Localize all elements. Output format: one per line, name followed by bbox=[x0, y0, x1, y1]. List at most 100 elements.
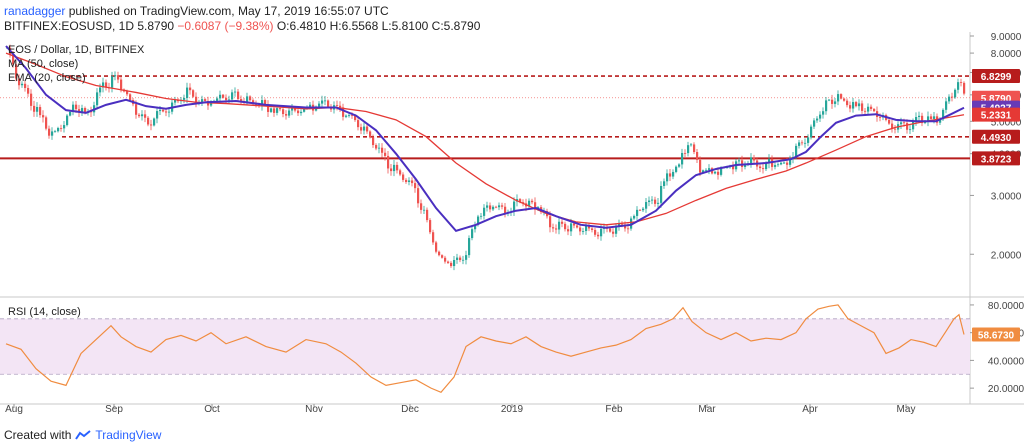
candle-body bbox=[783, 162, 786, 164]
price-tick-label: 8.0000 bbox=[991, 49, 1022, 60]
candle-body bbox=[630, 218, 633, 229]
candle-body bbox=[672, 171, 675, 177]
candle-body bbox=[423, 209, 426, 211]
candle-body bbox=[549, 216, 552, 228]
candle-body bbox=[234, 91, 237, 93]
candle-body bbox=[384, 152, 387, 156]
tradingview-logo-icon bbox=[75, 430, 92, 440]
level-badge-3.8723-bg bbox=[972, 151, 1020, 166]
candle-body bbox=[918, 115, 921, 118]
candle-body bbox=[60, 128, 63, 129]
tradingview-link[interactable]: TradingView bbox=[95, 428, 162, 442]
candle-body bbox=[114, 75, 117, 77]
candle-body bbox=[810, 126, 813, 138]
candle-body bbox=[528, 200, 531, 207]
candle-body bbox=[879, 117, 882, 118]
chart-title-legend: EOS / Dollar, 1D, BITFINEX bbox=[8, 44, 145, 56]
ma-line bbox=[5, 52, 965, 226]
candle-body bbox=[249, 96, 252, 101]
candle-body bbox=[471, 229, 474, 239]
time-tick-label: Oct bbox=[204, 404, 220, 415]
symbol: BITFINEX:EOSUSD, 1D bbox=[4, 19, 135, 33]
candle-body bbox=[12, 54, 15, 65]
candle-body bbox=[84, 108, 87, 113]
candle-body bbox=[246, 96, 249, 102]
candle-body bbox=[21, 83, 24, 86]
candle-body bbox=[669, 173, 672, 177]
publisher-link[interactable]: ranadagger bbox=[4, 4, 66, 18]
candle-body bbox=[828, 99, 831, 101]
candle-body bbox=[678, 164, 681, 167]
candle-body bbox=[693, 144, 696, 153]
candle-body bbox=[717, 171, 720, 175]
candle-body bbox=[906, 123, 909, 130]
candle-body bbox=[150, 124, 153, 126]
rsi-tick-label: 40.0000 bbox=[988, 356, 1024, 367]
candle-body bbox=[36, 107, 39, 112]
candle-body bbox=[930, 116, 933, 119]
candle-body bbox=[927, 116, 930, 122]
candle-body bbox=[531, 200, 534, 203]
candle-body bbox=[252, 100, 255, 104]
rsi-tick-label: 80.0000 bbox=[988, 301, 1024, 312]
candle-body bbox=[432, 232, 435, 243]
candle-body bbox=[63, 125, 66, 129]
candle-body bbox=[318, 103, 321, 107]
candle-body bbox=[51, 131, 54, 136]
candle-body bbox=[357, 120, 360, 128]
candle-body bbox=[126, 91, 129, 95]
symbol-line: BITFINEX:EOSUSD, 1D 5.8790 −0.6087 (−9.3… bbox=[4, 19, 480, 33]
candle-body bbox=[627, 228, 630, 230]
candle-body bbox=[75, 104, 78, 110]
candle-body bbox=[705, 169, 708, 171]
candle-body bbox=[831, 99, 834, 104]
candle-body bbox=[804, 142, 807, 144]
level-badge-4.4930-bg bbox=[972, 129, 1020, 144]
candle-body bbox=[846, 100, 849, 106]
candle-body bbox=[774, 165, 777, 167]
candle-body bbox=[129, 94, 132, 101]
candle-body bbox=[414, 183, 417, 189]
candle-body bbox=[852, 102, 855, 109]
candle-body bbox=[474, 224, 477, 230]
candle-body bbox=[462, 259, 465, 261]
candle-body bbox=[282, 109, 285, 115]
candle-body bbox=[45, 117, 48, 129]
candle-body bbox=[183, 97, 186, 100]
candle-body bbox=[39, 107, 42, 116]
candle-body bbox=[636, 209, 639, 216]
candle-body bbox=[387, 155, 390, 169]
candle-body bbox=[378, 147, 381, 149]
candle-body bbox=[870, 106, 873, 109]
candle-body bbox=[555, 228, 558, 230]
candle-body bbox=[660, 185, 663, 203]
candle-body bbox=[285, 114, 288, 116]
candle-body bbox=[480, 215, 483, 217]
price-tick-label: 3.0000 bbox=[991, 191, 1022, 202]
candle-body bbox=[57, 128, 60, 132]
candle-body bbox=[297, 110, 300, 114]
candle-body bbox=[159, 109, 162, 112]
candle-body bbox=[840, 94, 843, 99]
candle-body bbox=[948, 96, 951, 102]
candle-body bbox=[777, 164, 780, 166]
price-change: −0.6087 (−9.38%) bbox=[177, 19, 274, 33]
candle-body bbox=[372, 137, 375, 146]
candle-body bbox=[189, 87, 192, 91]
candle-body bbox=[597, 234, 600, 237]
time-tick-label: Aug bbox=[5, 404, 23, 415]
candle-body bbox=[228, 99, 231, 101]
candle-body bbox=[921, 115, 924, 124]
candle-body bbox=[300, 111, 303, 114]
ma-value-badge-bg bbox=[972, 107, 1020, 122]
candle-body bbox=[69, 111, 72, 116]
candle-body bbox=[99, 87, 102, 93]
candle-body bbox=[618, 223, 621, 227]
candle-body bbox=[615, 226, 618, 234]
candle-body bbox=[738, 160, 741, 162]
candle-body bbox=[162, 109, 165, 112]
candle-body bbox=[654, 199, 657, 204]
candle-body bbox=[105, 82, 108, 88]
candle-body bbox=[348, 115, 351, 116]
